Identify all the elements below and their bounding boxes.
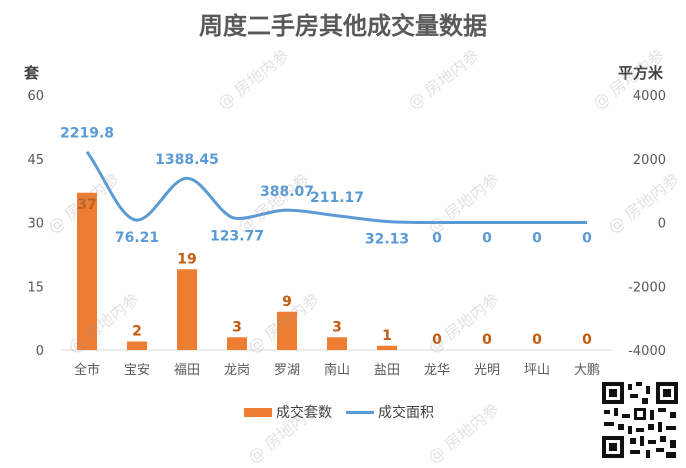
- left-axis-tick-label: 45: [27, 153, 44, 168]
- left-axis-tick-label: 60: [27, 89, 44, 104]
- legend: 成交套数 成交面积: [244, 402, 434, 422]
- bar-data-label: 0: [482, 332, 492, 348]
- bar: [327, 337, 347, 350]
- bar-data-label: 19: [177, 251, 196, 267]
- bar: [127, 341, 147, 350]
- left-axis-tick-label: 15: [27, 280, 44, 295]
- left-axis-tick-label: 0: [36, 344, 44, 359]
- bar: [77, 192, 97, 350]
- right-axis-tick-label: 2000: [633, 153, 666, 168]
- x-axis-tick-label: 坪山: [524, 363, 550, 378]
- bar-data-label: 37: [77, 197, 96, 213]
- line-data-label: 2219.8: [60, 126, 114, 142]
- x-axis-tick-label: 南山: [324, 362, 350, 378]
- x-axis-tick-label: 全市: [74, 362, 100, 378]
- x-axis-tick-label: 光明: [474, 363, 500, 378]
- line-data-label: 388.07: [260, 184, 314, 200]
- qr-code-image: [600, 380, 680, 460]
- x-axis-tick-label: 福田: [174, 363, 200, 378]
- legend-label-line: 成交面积: [378, 405, 434, 421]
- left-axis-unit: 套: [24, 64, 40, 82]
- right-axis-tick-label: -4000: [628, 344, 666, 359]
- line-data-label: 0: [532, 231, 542, 247]
- line-data-label: 32.13: [365, 231, 409, 247]
- legend-item-bar[interactable]: 成交套数: [244, 402, 332, 422]
- legend-item-line[interactable]: 成交面积: [346, 402, 434, 422]
- legend-label-bar: 成交套数: [276, 405, 332, 421]
- bar: [227, 337, 247, 350]
- legend-swatch-line: [346, 410, 374, 414]
- chart-title: 周度二手房其他成交量数据: [199, 12, 487, 40]
- line-data-label: 0: [432, 231, 442, 247]
- bar-data-label: 3: [332, 319, 342, 335]
- bar: [177, 269, 197, 350]
- legend-swatch-bar: [244, 407, 272, 417]
- x-axis-tick-label: 龙华: [424, 363, 450, 378]
- left-axis-tick-label: 30: [27, 217, 44, 232]
- bar-data-label: 0: [532, 332, 542, 348]
- line-data-label: 0: [582, 231, 592, 247]
- line-data-label: 123.77: [210, 229, 264, 245]
- right-axis-tick-label: 4000: [633, 89, 666, 104]
- right-axis-unit: 平方米: [618, 64, 664, 82]
- series-line: [85, 150, 587, 225]
- line-data-label: 76.21: [115, 230, 159, 246]
- right-axis-tick-label: 0: [658, 217, 666, 232]
- bar-data-label: 9: [282, 294, 292, 310]
- x-axis-tick-label: 罗湖: [274, 363, 300, 378]
- x-axis-tick-label: 龙岗: [224, 363, 250, 378]
- x-axis-tick-label: 宝安: [124, 363, 150, 378]
- line-data-label: 211.17: [310, 190, 364, 206]
- bar-data-label: 3: [232, 319, 242, 335]
- line-data-label: 1388.45: [155, 152, 219, 168]
- bar: [277, 311, 297, 350]
- bar-data-label: 0: [582, 332, 592, 348]
- bar-data-label: 2: [132, 324, 142, 340]
- x-axis-tick-label: 盐田: [374, 363, 400, 378]
- line-data-label: 0: [482, 231, 492, 247]
- bar: [377, 345, 397, 350]
- right-axis-tick-label: -2000: [628, 280, 666, 295]
- bar-data-label: 1: [382, 328, 392, 344]
- x-axis-tick-label: 大鹏: [574, 363, 600, 378]
- bar-data-label: 0: [432, 332, 442, 348]
